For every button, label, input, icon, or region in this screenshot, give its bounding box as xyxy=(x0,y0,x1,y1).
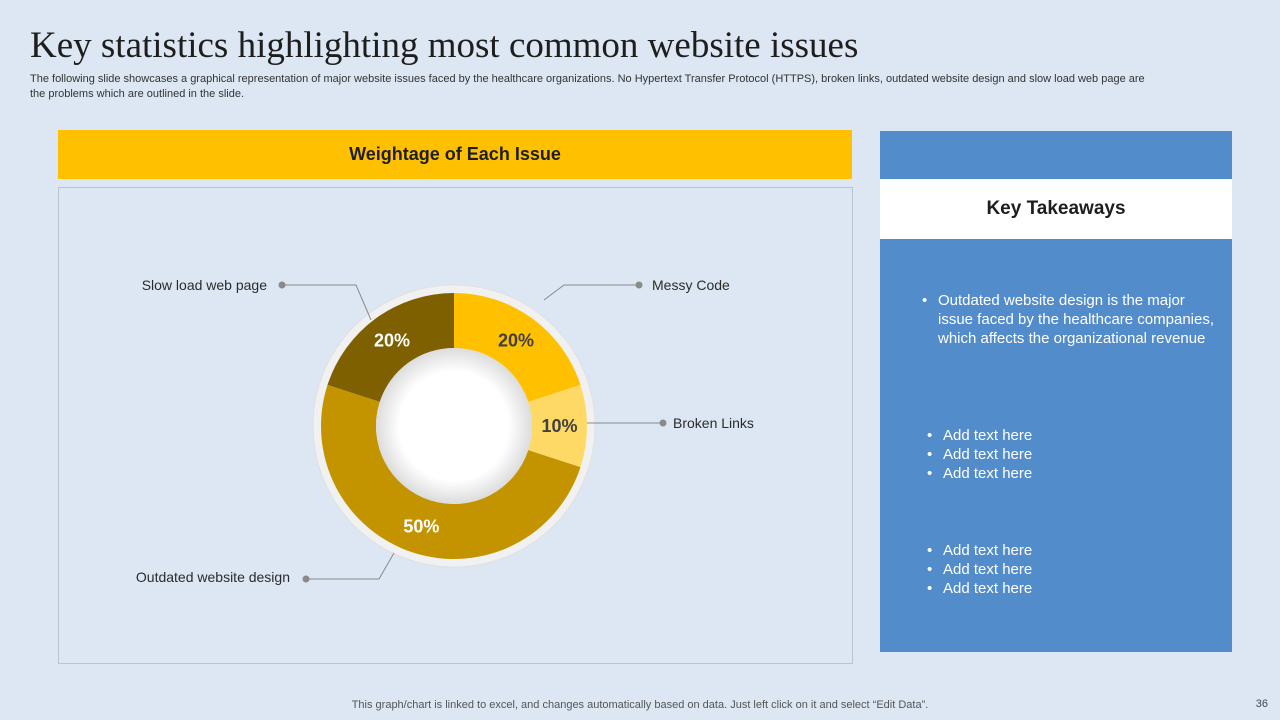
page-number: 36 xyxy=(1255,698,1268,710)
takeaway-item: Add text here xyxy=(925,445,1215,464)
takeaway-item: Outdated website design is the major iss… xyxy=(920,291,1220,348)
donut-slice-0 xyxy=(454,293,581,402)
leader-line xyxy=(282,284,372,321)
category-label: Broken Links xyxy=(673,415,754,431)
donut-chart[interactable]: 20% 10% 50% 20% Messy Code Broken Links Outdat… xyxy=(59,188,852,663)
leader-line xyxy=(543,284,639,301)
takeaway-list-2: Add text here Add text here Add text her… xyxy=(925,426,1215,483)
slice-value-label: 10% xyxy=(541,416,577,436)
leader-dot xyxy=(659,419,667,427)
leader-dot xyxy=(635,281,643,289)
takeaways-heading: Key Takeaways xyxy=(986,198,1126,219)
donut-slice-2 xyxy=(321,384,581,559)
takeaway-item: Add text here xyxy=(925,426,1215,445)
leader-dot xyxy=(278,281,286,289)
slice-value-label: 20% xyxy=(498,331,534,351)
takeaways-panel: Key Takeaways Outdated website design is… xyxy=(880,131,1232,652)
takeaway-list-3: Add text here Add text here Add text her… xyxy=(925,541,1215,598)
takeaway-item: Add text here xyxy=(925,579,1215,598)
chart-header-label: Weightage of Each Issue xyxy=(349,144,561,164)
leader-line xyxy=(306,552,395,580)
slice-value-label: 50% xyxy=(403,516,439,536)
footer-note: This graph/chart is linked to excel, and… xyxy=(351,699,929,711)
chart-header: Weightage of Each Issue xyxy=(58,130,852,179)
takeaway-list-1: Outdated website design is the major iss… xyxy=(920,291,1220,348)
donut-slice-3 xyxy=(327,293,454,402)
page-subtitle: The following slide showcases a graphica… xyxy=(30,73,1145,100)
page-title: Key statistics highlighting most common … xyxy=(30,25,859,66)
takeaway-item: Add text here xyxy=(925,541,1215,560)
donut-slice-1 xyxy=(528,384,587,468)
chart-area: 20% 10% 50% 20% Messy Code Broken Links Outdat… xyxy=(58,187,853,664)
takeaway-item: Add text here xyxy=(925,560,1215,579)
category-label: Outdated website design xyxy=(136,569,290,585)
donut-hole xyxy=(376,348,532,504)
slice-value-label: 20% xyxy=(374,331,410,351)
takeaway-item: Add text here xyxy=(925,464,1215,483)
leader-dot xyxy=(302,575,310,583)
category-label: Slow load web page xyxy=(142,277,268,293)
category-label: Messy Code xyxy=(652,277,730,293)
takeaways-heading-box: Key Takeaways xyxy=(880,179,1232,239)
